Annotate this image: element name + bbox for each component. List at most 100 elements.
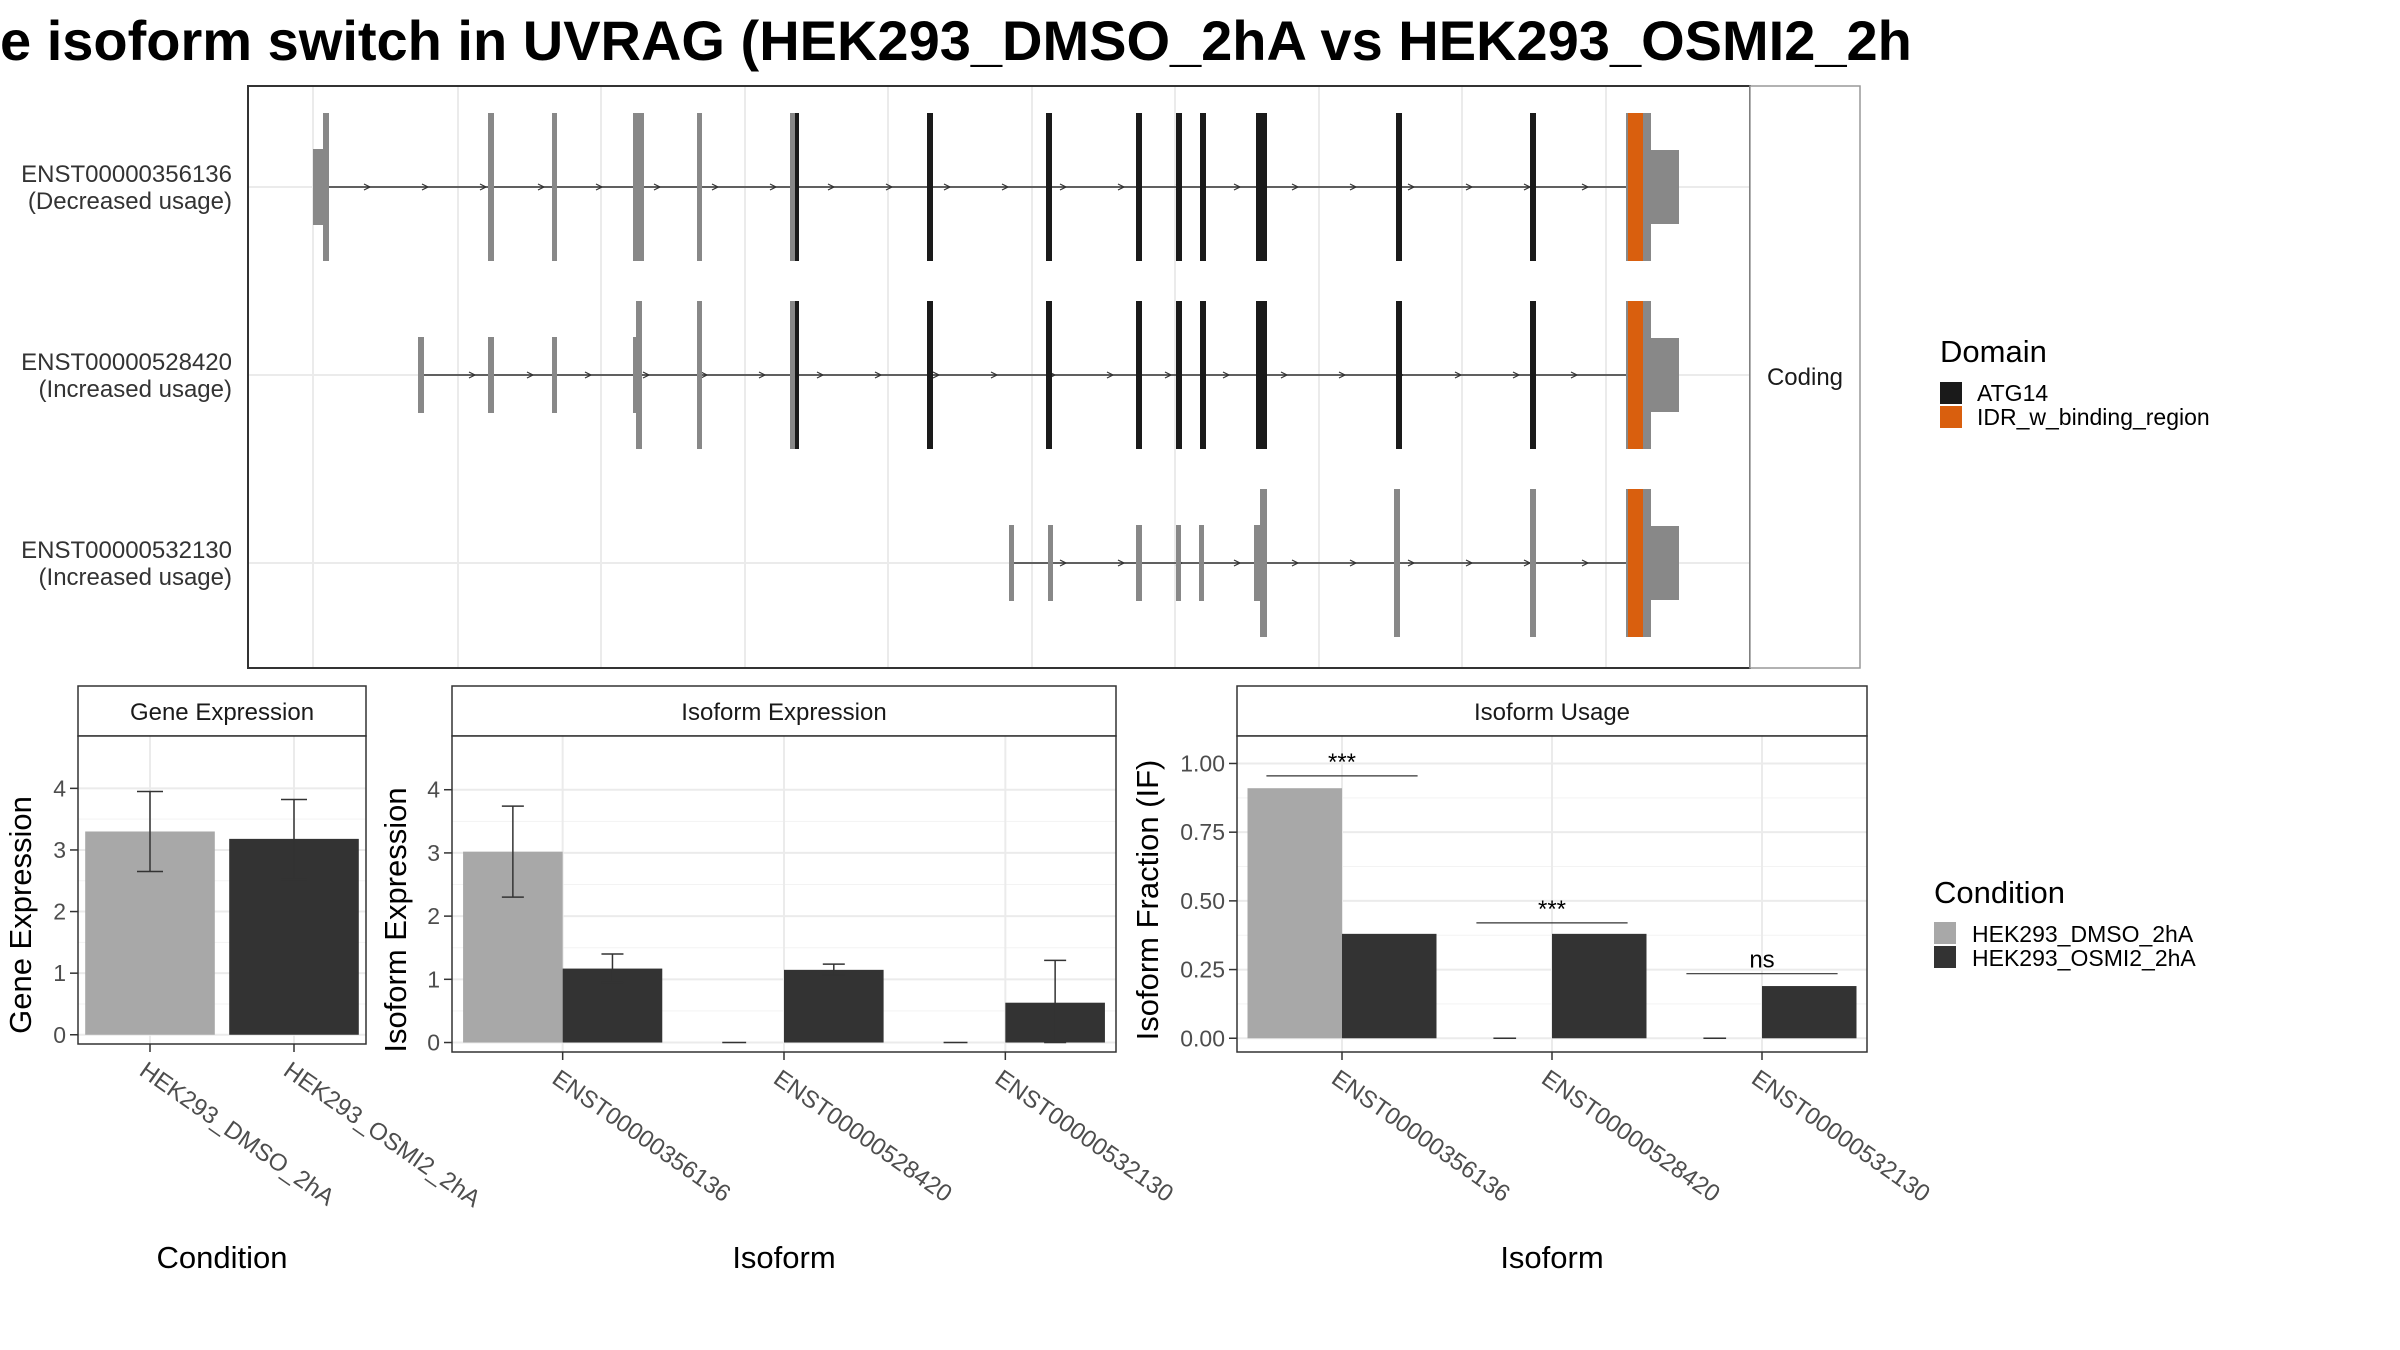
- strand-arrow: [1465, 183, 1474, 191]
- isoform-expression-strip-title: Isoform Expression: [681, 699, 886, 726]
- exon: [418, 337, 424, 413]
- strand-arrow: [1291, 183, 1300, 191]
- strand-arrow: [1291, 559, 1300, 567]
- bar: [1552, 933, 1647, 1039]
- y-tick-label: 4: [427, 777, 440, 803]
- exon: [697, 113, 702, 261]
- isoform-labels: ENST00000356136(Decreased usage) ENST0000…: [21, 161, 232, 591]
- bar: [1762, 986, 1857, 1039]
- exon: [790, 113, 795, 261]
- strand-arrow: [363, 183, 372, 191]
- y-tick-label: 1: [427, 966, 440, 992]
- exon: [1530, 113, 1536, 261]
- y-tick-label: 2: [53, 899, 66, 925]
- legend-label-atg14: ATG14: [1977, 380, 2048, 406]
- strand-arrow: [1338, 371, 1347, 379]
- x-tick-label: ENST00000532130: [990, 1065, 1178, 1208]
- gene-expression-x-title: Condition: [157, 1240, 288, 1275]
- exon: [1048, 525, 1053, 601]
- y-tick-label: 4: [53, 775, 66, 801]
- gene-expression-strip-title: Gene Expression: [130, 699, 314, 726]
- isoform-usage-label: (Increased usage): [39, 376, 232, 403]
- significance-label: ***: [1538, 896, 1566, 923]
- strand-arrow: [1512, 371, 1521, 379]
- plot-border: [77, 735, 367, 1045]
- strand-arrow: [1454, 371, 1463, 379]
- exon: [697, 301, 702, 449]
- isoform-usage-plot: *** *** ns 0.00 0.25 0.50 0.75 1.00 ENST00000356…: [1180, 735, 1935, 1208]
- strand-arrow: [526, 371, 535, 379]
- x-tick-label: ENST00000356136: [547, 1065, 735, 1208]
- exon: [1176, 113, 1182, 261]
- exon: [552, 113, 557, 261]
- strand-arrow: [584, 371, 593, 379]
- significance-label: ***: [1328, 749, 1356, 776]
- idr-domain-block: [1628, 489, 1643, 637]
- bar: [1247, 788, 1342, 1039]
- strand-arrow: [1581, 183, 1590, 191]
- exon: [488, 113, 494, 261]
- exon: [1260, 489, 1267, 637]
- facet-label: Coding: [1767, 364, 1843, 391]
- isoform-usage-panel: Isoform Usage *** *** ns 0.00 0.25 0.50 0.75 1.…: [1130, 685, 1935, 1275]
- strand-arrow: [1233, 183, 1242, 191]
- strand-arrow: [1117, 559, 1126, 567]
- y-tick-label: 0.25: [1180, 957, 1225, 983]
- structure-panel-border: [247, 85, 1751, 669]
- isoform-usage-label: (Increased usage): [39, 564, 232, 591]
- legend-swatch-dmso: [1934, 922, 1956, 944]
- y-tick-label: 0: [53, 1022, 66, 1048]
- exon: [1009, 525, 1014, 601]
- exon: [1394, 489, 1400, 637]
- exon: [488, 337, 494, 413]
- isoform-usage-strip-title: Isoform Usage: [1474, 699, 1630, 726]
- legend-label-osmi2: HEK293_OSMI2_2hA: [1972, 945, 2196, 971]
- exon: [1046, 113, 1052, 261]
- exon: [1200, 113, 1206, 261]
- significance-label: ns: [1749, 947, 1774, 974]
- strand-arrow: [653, 183, 662, 191]
- isoform-usage-x-title: Isoform: [1500, 1240, 1603, 1275]
- strand-arrow: [1465, 559, 1474, 567]
- legend-label-dmso: HEK293_DMSO_2hA: [1972, 921, 2194, 947]
- exon: [633, 113, 644, 261]
- exon: [1396, 113, 1402, 261]
- strand-arrow: [1059, 183, 1068, 191]
- chart-title: e isoform switch in UVRAG (HEK293_DMSO_2…: [0, 9, 1912, 72]
- strand-arrow: [990, 371, 999, 379]
- legend-swatch-idr: [1940, 406, 1962, 428]
- y-tick-label: 0.75: [1180, 819, 1225, 845]
- strand-arrow: [537, 183, 546, 191]
- exon: [552, 337, 557, 413]
- strand-arrow: [421, 183, 430, 191]
- exon: [1199, 525, 1204, 601]
- strand-arrow: [700, 371, 709, 379]
- isoform-expression-x-title: Isoform: [732, 1240, 835, 1275]
- strand-arrow: [1059, 559, 1068, 567]
- isoform-expression-strip: [451, 685, 1117, 737]
- isoform-usage-strip: [1236, 685, 1868, 737]
- y-tick-label: 3: [53, 837, 66, 863]
- y-tick-label: 1: [53, 960, 66, 986]
- strand-arrow: [943, 183, 952, 191]
- strand-arrow: [758, 371, 767, 379]
- strand-arrow: [711, 183, 720, 191]
- strand-arrow: [479, 183, 488, 191]
- strand-arrow: [468, 371, 477, 379]
- exon: [795, 113, 799, 261]
- y-tick-label: 3: [427, 840, 440, 866]
- domain-legend-title: Domain: [1940, 334, 2047, 369]
- gene-expression-panel: Gene Expression 01234HEK293_DMSO_2hAHEK2…: [3, 685, 485, 1275]
- utr-3prime: [1651, 338, 1679, 412]
- facet-strip: [1749, 85, 1861, 669]
- exon: [1176, 525, 1181, 601]
- exon: [636, 301, 642, 449]
- strand-arrow: [642, 371, 651, 379]
- strand-arrow: [1407, 559, 1416, 567]
- domain-legend: Domain ATG14 IDR_w_binding_region: [1940, 334, 2210, 430]
- bar: [784, 969, 884, 1043]
- utr-3prime: [1651, 526, 1679, 600]
- isoform-expression-plot: 0 1 2 3 4 ENST00000356136 ENST00000528420 ENST0…: [427, 735, 1178, 1208]
- strand-arrow: [827, 183, 836, 191]
